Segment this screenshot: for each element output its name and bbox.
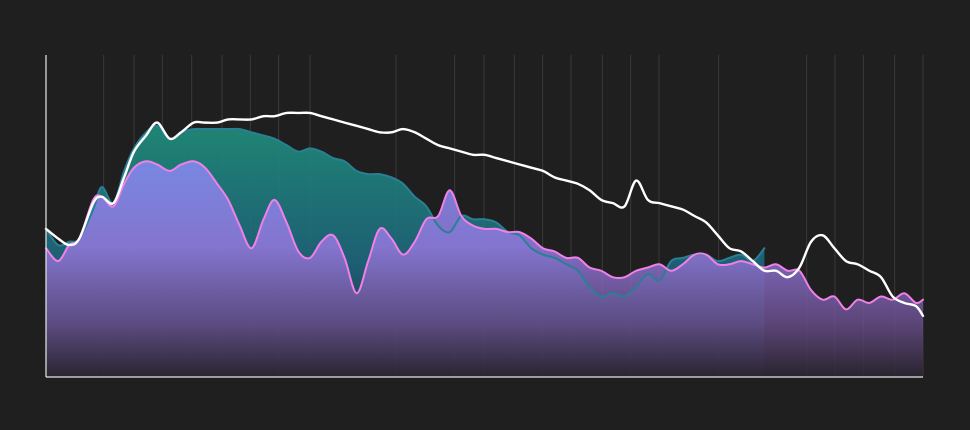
axes (45, 55, 923, 378)
series-purple-area (46, 161, 923, 377)
line-layer (44, 111, 925, 318)
series-teal-line (45, 124, 766, 298)
series-white-line (44, 111, 925, 318)
series-purple-line (45, 160, 924, 311)
area-layer (46, 125, 923, 378)
